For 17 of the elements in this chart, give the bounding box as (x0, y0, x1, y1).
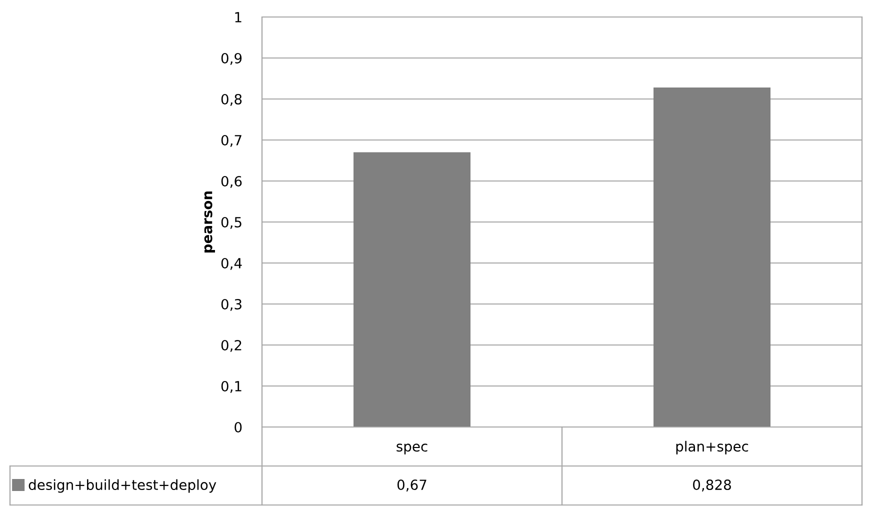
y-axis-title: pearson (204, 191, 215, 252)
y-tick-label: 0,8 (221, 94, 242, 106)
legend-label: design+build+test+deploy (28, 479, 216, 493)
x-tick-label: spec (396, 444, 428, 454)
y-tick-label: 1 (235, 12, 242, 22)
y-tick-label: 0,4 (221, 258, 242, 270)
data-label: 0,828 (693, 480, 731, 492)
y-tick-label: 0,6 (221, 176, 242, 188)
y-tick-label: 0,1 (221, 380, 242, 393)
y-tick-label: 0,3 (221, 298, 242, 311)
y-tick-label: 0,9 (221, 52, 242, 65)
y-tick-label: 0,2 (221, 340, 242, 352)
data-label: 0,67 (397, 480, 426, 492)
y-tick-label: 0,7 (221, 134, 242, 147)
y-tick-label: 0,5 (221, 216, 242, 229)
y-tick-label: 0 (234, 422, 242, 432)
x-tick-label: plan+spec (676, 440, 748, 454)
